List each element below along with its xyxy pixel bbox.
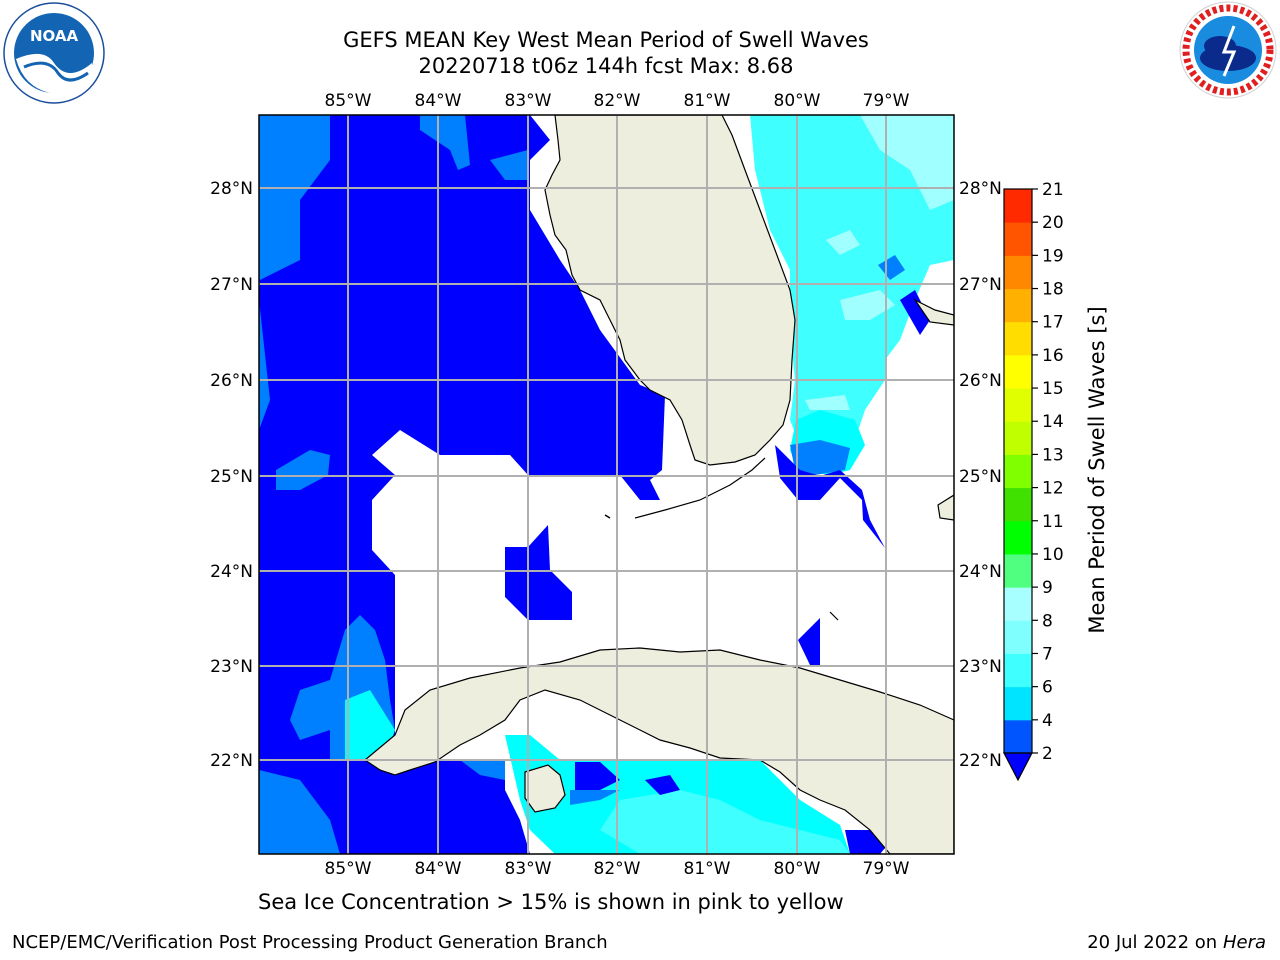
colorbar-tick-label: 8 — [1042, 611, 1053, 631]
lon-label-bottom: 85°W — [325, 859, 372, 879]
noaa-logo-text: NOAA — [30, 27, 79, 45]
colorbar-swatch — [1004, 388, 1032, 422]
lat-label-left: 22°N — [210, 751, 253, 771]
colorbar-swatch — [1004, 686, 1032, 721]
lon-labels-bottom: 85°W 84°W 83°W 82°W 81°W 80°W 79°W — [325, 859, 910, 879]
colorbar-tick-label: 16 — [1042, 346, 1064, 366]
colorbar-tick-label: 18 — [1042, 280, 1064, 300]
lat-labels-left: 28°N 27°N 26°N 25°N 24°N 23°N 22°N — [210, 179, 253, 771]
colorbar-swatch — [1004, 189, 1032, 223]
footer-host: Hera — [1222, 932, 1266, 953]
footer-date-text: 20 Jul 2022 on — [1087, 932, 1218, 953]
colorbar-extend-arrow — [1003, 752, 1033, 782]
map-subtitle: 20220718 t06z 144h fcst Max: 8.68 — [418, 54, 794, 78]
lat-label-right: 28°N — [959, 179, 1002, 199]
lon-label-top: 79°W — [863, 91, 910, 111]
colorbar-swatch — [1004, 553, 1032, 588]
lon-label-bottom: 82°W — [594, 859, 641, 879]
lat-label-left: 25°N — [210, 467, 253, 487]
map-gridlines — [259, 115, 954, 854]
colorbar-tick-label: 17 — [1042, 313, 1064, 333]
colorbar-tick-label: 2 — [1042, 744, 1053, 764]
colorbar-swatch — [1004, 222, 1032, 256]
lon-label-top: 85°W — [325, 91, 372, 111]
colorbar: 2 4 6 7 8 9 10 11 12 13 14 15 16 17 18 19 20 21 — [1003, 180, 1064, 782]
colorbar-tick-label: 10 — [1042, 545, 1064, 565]
lon-label-bottom: 81°W — [684, 859, 731, 879]
colorbar-swatch — [1004, 653, 1032, 688]
lon-label-bottom: 79°W — [863, 859, 910, 879]
lat-label-right: 24°N — [959, 562, 1002, 582]
colorbar-swatch — [1004, 288, 1032, 323]
lat-label-right: 26°N — [959, 371, 1002, 391]
lat-label-left: 24°N — [210, 562, 253, 582]
colorbar-tick-label: 6 — [1042, 678, 1053, 698]
colorbar-swatch — [1004, 620, 1032, 654]
footer-date: 20 Jul 2022 on Hera — [1087, 932, 1266, 953]
lat-label-right: 22°N — [959, 751, 1002, 771]
map-frame — [258, 114, 955, 855]
lat-label-right: 27°N — [959, 275, 1002, 295]
colorbar-tick-label: 21 — [1042, 180, 1064, 200]
colorbar-tick-label: 11 — [1042, 512, 1064, 532]
lon-label-top: 83°W — [505, 91, 552, 111]
colorbar-tick-label: 14 — [1042, 412, 1064, 432]
lat-labels-right: 28°N 27°N 26°N 25°N 24°N 23°N 22°N — [959, 179, 1002, 771]
map-title: GEFS MEAN Key West Mean Period of Swell … — [343, 28, 869, 52]
lat-label-right: 25°N — [959, 467, 1002, 487]
lat-label-left: 23°N — [210, 657, 253, 677]
land-cuba — [363, 647, 954, 854]
colorbar-tick-label: 15 — [1042, 379, 1064, 399]
lon-label-bottom: 84°W — [415, 859, 462, 879]
footer-credit: NCEP/EMC/Verification Post Processing Pr… — [12, 932, 608, 953]
colorbar-tick-label: 7 — [1042, 644, 1053, 664]
colorbar-swatch — [1004, 520, 1032, 555]
colorbar-tick-label: 4 — [1042, 711, 1053, 731]
nws-logo — [1179, 1, 1277, 99]
lat-label-right: 23°N — [959, 657, 1002, 677]
colorbar-tick-label: 13 — [1042, 445, 1064, 465]
lon-label-bottom: 83°W — [505, 859, 552, 879]
lat-label-left: 28°N — [210, 179, 253, 199]
colorbar-frame — [1003, 188, 1033, 754]
lon-label-bottom: 80°W — [774, 859, 821, 879]
swell-region-atlantic — [750, 115, 954, 445]
colorbar-tick-label: 19 — [1042, 246, 1064, 266]
land-bahamas — [913, 298, 954, 521]
lon-label-top: 80°W — [774, 91, 821, 111]
colorbar-label: Mean Period of Swell Waves [s] — [1085, 306, 1109, 634]
colorbar-swatch — [1004, 719, 1032, 754]
swell-region-west-edge — [259, 115, 330, 430]
colorbar-swatch — [1004, 421, 1032, 455]
colorbar-tick-label: 9 — [1042, 578, 1053, 598]
colorbar-swatch — [1004, 487, 1032, 522]
colorbar-swatch — [1004, 255, 1032, 290]
colorbar-swatch — [1004, 321, 1032, 356]
lon-label-top: 84°W — [415, 91, 462, 111]
lat-label-left: 26°N — [210, 371, 253, 391]
sea-ice-caption: Sea Ice Concentration > 15% is shown in … — [258, 890, 844, 914]
land-florida — [544, 115, 796, 466]
lon-label-top: 82°W — [594, 91, 641, 111]
colorbar-swatch — [1004, 354, 1032, 389]
colorbar-swatch — [1004, 587, 1032, 621]
colorbar-tick-label: 12 — [1042, 479, 1064, 499]
colorbar-tick-label: 20 — [1042, 213, 1064, 233]
lon-labels-top: 85°W 84°W 83°W 82°W 81°W 80°W 79°W — [325, 91, 910, 111]
swell-period-field — [259, 115, 954, 854]
land-isla-juventud — [524, 764, 566, 813]
noaa-logo: NOAA — [3, 2, 105, 104]
lon-label-top: 81°W — [684, 91, 731, 111]
colorbar-swatch — [1004, 454, 1032, 489]
lat-label-left: 27°N — [210, 275, 253, 295]
